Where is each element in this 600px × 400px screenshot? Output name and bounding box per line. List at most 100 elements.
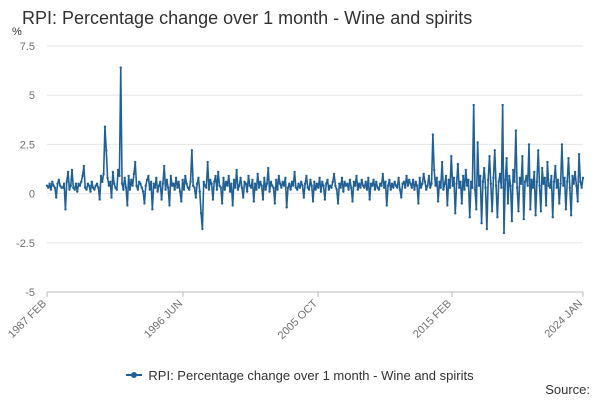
- data-point[interactable]: [373, 188, 377, 191]
- data-point[interactable]: [301, 184, 304, 187]
- data-point[interactable]: [106, 176, 109, 180]
- data-point[interactable]: [111, 170, 115, 174]
- data-point[interactable]: [101, 180, 104, 183]
- data-point[interactable]: [446, 204, 449, 207]
- data-point[interactable]: [285, 206, 288, 209]
- data-point[interactable]: [339, 186, 342, 189]
- data-point[interactable]: [87, 184, 91, 187]
- data-point[interactable]: [297, 182, 300, 185]
- data-point[interactable]: [181, 178, 184, 182]
- data-point[interactable]: [526, 184, 529, 187]
- data-point[interactable]: [201, 227, 204, 231]
- data-point[interactable]: [463, 188, 466, 191]
- data-point[interactable]: [413, 188, 416, 191]
- data-point[interactable]: [436, 200, 440, 203]
- data-point[interactable]: [573, 170, 577, 174]
- data-point[interactable]: [564, 208, 568, 211]
- data-point[interactable]: [533, 170, 536, 174]
- data-point[interactable]: [346, 182, 349, 185]
- data-point[interactable]: [406, 184, 410, 187]
- data-point[interactable]: [479, 174, 482, 178]
- data-point[interactable]: [381, 172, 385, 176]
- data-point[interactable]: [127, 174, 130, 178]
- data-point[interactable]: [551, 216, 554, 219]
- data-point[interactable]: [447, 178, 450, 182]
- data-point[interactable]: [515, 186, 519, 189]
- data-point[interactable]: [535, 180, 539, 183]
- data-point[interactable]: [214, 174, 217, 178]
- data-point[interactable]: [255, 188, 258, 191]
- data-point[interactable]: [397, 176, 400, 180]
- data-point[interactable]: [576, 200, 579, 203]
- data-point[interactable]: [223, 188, 226, 191]
- data-point[interactable]: [78, 184, 82, 187]
- data-point[interactable]: [147, 174, 150, 178]
- data-point[interactable]: [580, 186, 583, 189]
- data-point[interactable]: [271, 184, 274, 187]
- data-point[interactable]: [513, 180, 516, 183]
- data-point[interactable]: [189, 180, 192, 183]
- data-point[interactable]: [505, 156, 508, 160]
- data-point[interactable]: [326, 178, 329, 182]
- data-point[interactable]: [538, 184, 541, 187]
- data-point[interactable]: [135, 184, 138, 187]
- data-point[interactable]: [450, 155, 453, 158]
- data-point[interactable]: [540, 166, 544, 170]
- data-point[interactable]: [144, 184, 147, 187]
- data-point[interactable]: [480, 221, 483, 225]
- data-point[interactable]: [248, 184, 252, 187]
- data-point[interactable]: [52, 184, 55, 187]
- data-point[interactable]: [435, 176, 439, 180]
- data-point[interactable]: [522, 217, 525, 221]
- data-point[interactable]: [468, 216, 471, 219]
- data-point[interactable]: [276, 188, 279, 191]
- data-point[interactable]: [57, 178, 61, 182]
- data-point[interactable]: [163, 164, 166, 168]
- data-point[interactable]: [360, 178, 363, 182]
- data-point[interactable]: [419, 186, 423, 189]
- data-point[interactable]: [476, 141, 479, 144]
- data-point[interactable]: [193, 186, 196, 189]
- data-point[interactable]: [498, 172, 502, 176]
- data-point[interactable]: [280, 186, 283, 189]
- data-point[interactable]: [203, 184, 207, 187]
- data-point[interactable]: [174, 176, 178, 180]
- data-point[interactable]: [122, 188, 125, 191]
- data-point[interactable]: [70, 168, 74, 172]
- data-point[interactable]: [494, 184, 498, 187]
- data-point[interactable]: [456, 162, 460, 166]
- data-point[interactable]: [62, 182, 66, 185]
- data-point[interactable]: [376, 186, 379, 189]
- data-point[interactable]: [475, 208, 478, 211]
- data-point[interactable]: [519, 182, 523, 185]
- data-point[interactable]: [319, 190, 323, 193]
- data-point[interactable]: [579, 180, 582, 183]
- data-point[interactable]: [115, 188, 119, 191]
- data-point[interactable]: [369, 182, 373, 185]
- data-point[interactable]: [440, 160, 444, 164]
- data-point[interactable]: [207, 188, 211, 191]
- data-point[interactable]: [313, 180, 316, 183]
- data-point[interactable]: [202, 180, 205, 183]
- data-point[interactable]: [461, 174, 465, 178]
- data-point[interactable]: [238, 184, 241, 187]
- data-point[interactable]: [361, 184, 365, 187]
- data-point[interactable]: [156, 190, 159, 193]
- data-point[interactable]: [414, 180, 417, 183]
- data-point[interactable]: [99, 174, 103, 178]
- data-point[interactable]: [211, 198, 215, 201]
- data-point[interactable]: [261, 198, 265, 201]
- data-point[interactable]: [277, 174, 280, 178]
- data-point[interactable]: [310, 184, 313, 187]
- data-point[interactable]: [226, 184, 229, 187]
- data-point[interactable]: [467, 178, 470, 182]
- data-point[interactable]: [66, 170, 70, 174]
- data-point[interactable]: [464, 168, 467, 172]
- data-point[interactable]: [459, 180, 462, 183]
- data-point[interactable]: [390, 182, 394, 185]
- data-point[interactable]: [236, 188, 240, 191]
- data-point[interactable]: [501, 103, 504, 107]
- data-point[interactable]: [93, 188, 96, 191]
- data-point[interactable]: [451, 184, 454, 187]
- data-point[interactable]: [242, 196, 245, 199]
